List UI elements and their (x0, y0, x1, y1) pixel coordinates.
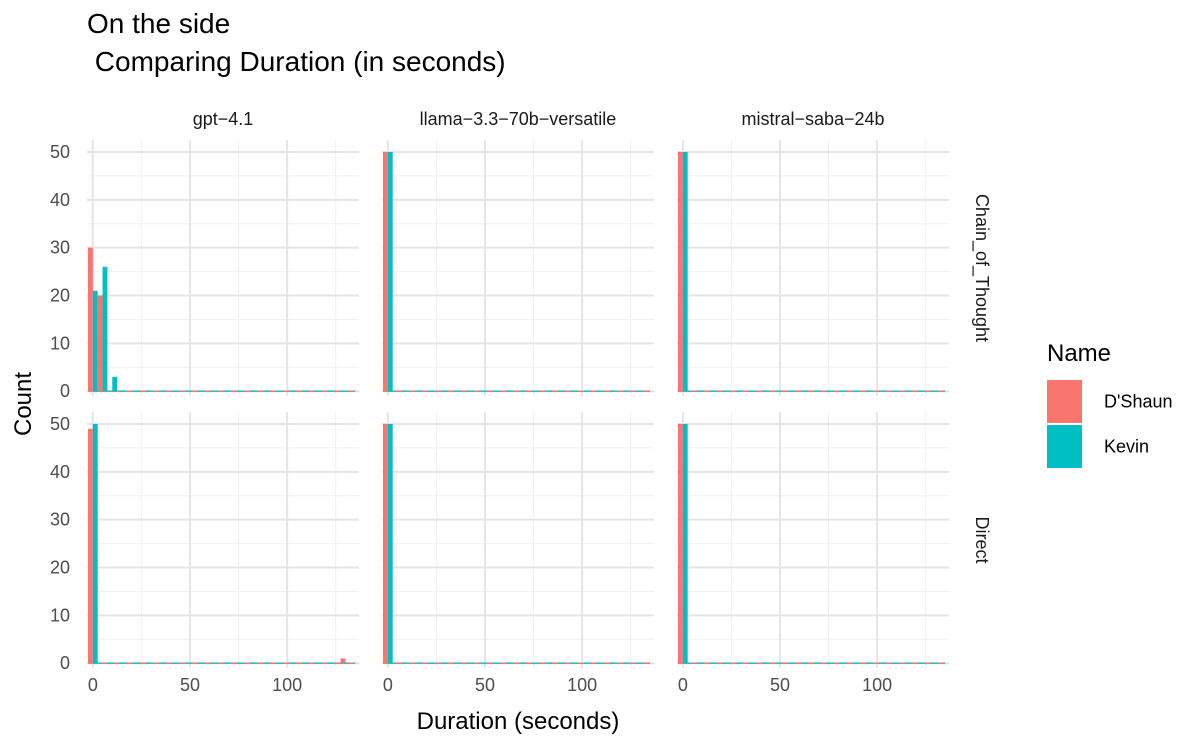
bar-kevin (682, 151, 688, 392)
y-tick-label: 10 (50, 333, 70, 353)
bar-d-shaun (340, 658, 346, 664)
facet-label-direct: Direct (972, 516, 992, 563)
bar-kevin (92, 290, 98, 392)
bar-kevin (102, 266, 108, 392)
x-tick-label: 0 (88, 675, 98, 695)
legend-key-kevin (1047, 425, 1082, 468)
x-tick-label: 0 (383, 675, 393, 695)
bar-d-shaun (677, 423, 683, 664)
y-tick-label: 30 (50, 238, 70, 258)
facet-label-chain-of-thought: Chain_of_Thought (971, 194, 992, 342)
panel-llama-3-3-70b-versatile-chain-of-thought (382, 140, 654, 396)
legend: Name D'Shaun Kevin (1047, 340, 1172, 468)
y-tick-label: 0 (60, 381, 70, 401)
bar-d-shaun (382, 151, 388, 392)
facet-label-llama-3-3-70b-versatile: llama−3.3−70b−versatile (420, 109, 617, 129)
legend-items: D'Shaun Kevin (1047, 380, 1172, 468)
x-tick-label: 0 (678, 675, 688, 695)
legend-title: Name (1047, 340, 1111, 367)
bar-kevin (92, 423, 98, 664)
x-tick-label: 100 (862, 675, 892, 695)
y-tick-label: 50 (50, 142, 70, 162)
bar-d-shaun (87, 428, 93, 664)
chart-title-line-1: On the side (87, 8, 230, 39)
panel-gpt-4-1-chain-of-thought (87, 140, 359, 396)
x-tick-label: 100 (272, 675, 302, 695)
bar-kevin (682, 423, 688, 664)
panel-mistral-saba-24b-direct (677, 412, 949, 668)
bar-kevin (112, 376, 118, 392)
panels-layer: gpt−4.1 llama−3.3−70b−versatile mistral−sa… (50, 109, 992, 695)
y-tick-label: 30 (50, 510, 70, 530)
y-tick-label: 0 (60, 653, 70, 673)
x-tick-label: 100 (567, 675, 597, 695)
y-tick-label: 40 (50, 462, 70, 482)
bar-d-shaun (97, 295, 103, 392)
y-tick-label: 20 (50, 286, 70, 306)
bar-d-shaun (87, 247, 93, 392)
legend-key-d-shaun (1047, 380, 1082, 423)
bar-kevin (387, 423, 393, 664)
chart-title-line-2: Comparing Duration (in seconds) (87, 46, 506, 77)
panel-gpt-4-1-direct (87, 412, 359, 668)
x-axis-title: Duration (seconds) (417, 708, 620, 735)
bar-kevin (387, 151, 393, 392)
y-tick-label: 50 (50, 414, 70, 434)
facet-label-gpt-4-1: gpt−4.1 (193, 109, 254, 129)
facet-label-mistral-saba-24b: mistral−saba−24b (741, 109, 884, 129)
x-tick-label: 50 (475, 675, 495, 695)
legend-label-kevin: Kevin (1104, 437, 1149, 457)
bar-d-shaun (677, 151, 683, 392)
y-axis-title: Count (10, 372, 37, 436)
y-tick-label: 40 (50, 190, 70, 210)
panel-mistral-saba-24b-chain-of-thought (677, 140, 949, 396)
y-tick-label: 20 (50, 558, 70, 578)
x-tick-label: 50 (180, 675, 200, 695)
bar-d-shaun (382, 423, 388, 664)
panel-llama-3-3-70b-versatile-direct (382, 412, 654, 668)
legend-label-d-shaun: D'Shaun (1104, 392, 1172, 412)
x-tick-label: 50 (770, 675, 790, 695)
y-tick-label: 10 (50, 605, 70, 625)
